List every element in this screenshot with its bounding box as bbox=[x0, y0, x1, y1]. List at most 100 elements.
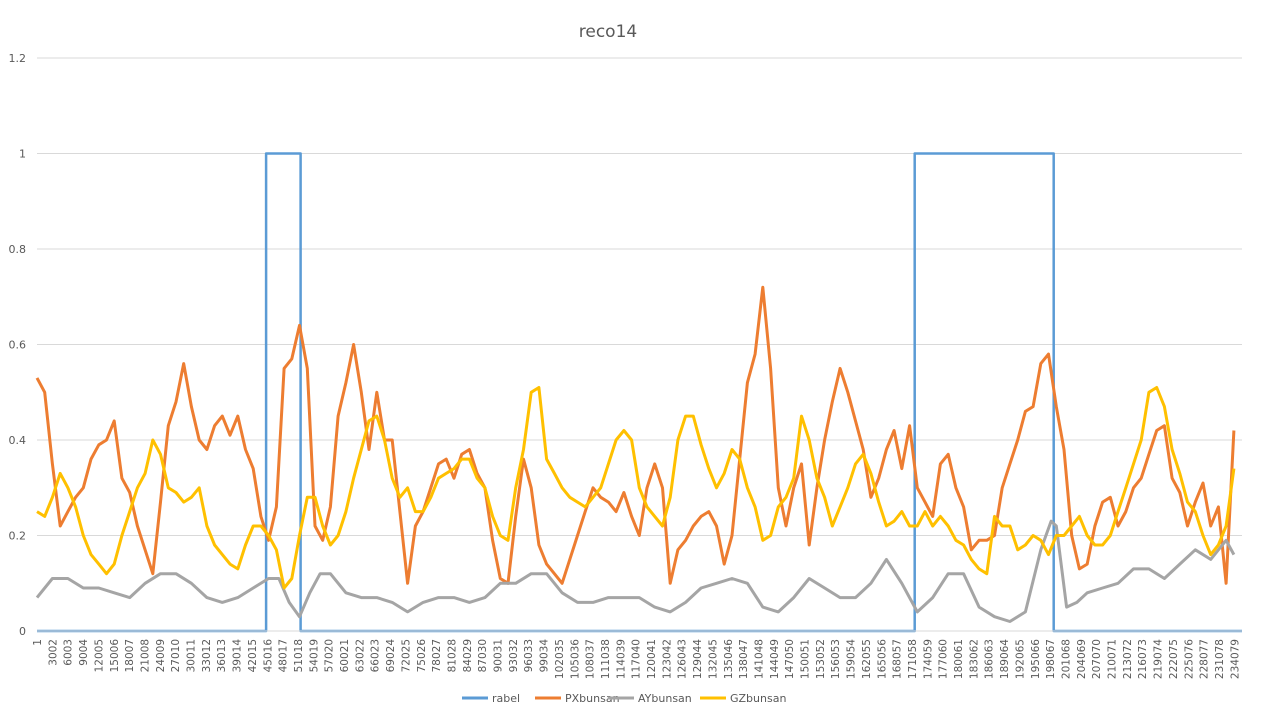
y-tick-label: 0.4 bbox=[9, 434, 27, 447]
x-tick-label: 207070 bbox=[1091, 639, 1103, 679]
x-tick-label: 126043 bbox=[677, 639, 689, 679]
x-tick-label: 18007 bbox=[124, 639, 136, 672]
x-tick-label: 234079 bbox=[1229, 639, 1241, 679]
x-tick-label: 162055 bbox=[861, 639, 873, 679]
x-tick-label: 177060 bbox=[938, 639, 950, 679]
x-tick-label: 84029 bbox=[462, 639, 474, 672]
series-lines bbox=[35, 152, 1242, 633]
x-tick-label: 33012 bbox=[201, 639, 213, 672]
x-tick-label: 174059 bbox=[922, 639, 934, 679]
x-axis-ticks: 1 3002 6003 9004 12005 15006 18007 21008 24009 27… bbox=[32, 639, 1241, 679]
x-tick-label: 66023 bbox=[370, 639, 382, 672]
x-tick-label: 210071 bbox=[1107, 639, 1119, 679]
series-line-gzbunsan bbox=[36, 386, 1236, 590]
x-tick-label: 213072 bbox=[1122, 639, 1134, 679]
x-tick-label: 171058 bbox=[907, 639, 919, 679]
x-tick-label: 168057 bbox=[892, 639, 904, 679]
x-tick-label: 27010 bbox=[170, 639, 182, 672]
y-axis-ticks: 0 0.2 0.4 0.6 0.8 1 1.2 bbox=[9, 52, 27, 638]
x-tick-label: 45016 bbox=[262, 639, 274, 673]
legend: rabel PXbunsan AYbunsan GZbunsan bbox=[462, 692, 786, 705]
x-tick-label: 99034 bbox=[539, 639, 551, 673]
x-tick-label: 51018 bbox=[293, 639, 305, 672]
x-tick-label: 30011 bbox=[186, 639, 198, 672]
x-tick-label: 120041 bbox=[646, 639, 658, 679]
x-tick-label: 132045 bbox=[707, 639, 719, 679]
x-tick-label: 111038 bbox=[600, 639, 612, 679]
x-tick-label: 165056 bbox=[876, 639, 888, 679]
x-tick-label: 123042 bbox=[661, 639, 673, 679]
x-tick-label: 204069 bbox=[1076, 639, 1088, 679]
x-tick-label: 36013 bbox=[216, 639, 228, 672]
x-tick-label: 159054 bbox=[846, 639, 858, 679]
x-tick-label: 102035 bbox=[554, 639, 566, 679]
y-tick-label: 0.8 bbox=[9, 243, 27, 256]
legend-label: AYbunsan bbox=[638, 692, 692, 705]
x-tick-label: 96033 bbox=[523, 639, 535, 672]
x-tick-label: 150051 bbox=[800, 639, 812, 679]
x-tick-label: 225076 bbox=[1183, 639, 1195, 679]
legend-label: rabel bbox=[492, 692, 520, 705]
x-tick-label: 1 bbox=[32, 639, 44, 646]
x-tick-label: 198067 bbox=[1045, 639, 1057, 679]
x-tick-label: 195066 bbox=[1030, 639, 1042, 679]
x-tick-label: 42015 bbox=[247, 639, 259, 672]
x-tick-label: 54019 bbox=[308, 639, 320, 672]
x-tick-label: 93032 bbox=[508, 639, 520, 672]
x-tick-label: 183062 bbox=[968, 639, 980, 679]
series-line-pxbunsan bbox=[35, 285, 1236, 585]
y-tick-label: 0.2 bbox=[9, 530, 27, 543]
x-tick-label: 90031 bbox=[493, 639, 505, 672]
x-tick-label: 216073 bbox=[1137, 639, 1149, 679]
x-tick-label: 156053 bbox=[830, 639, 842, 679]
x-tick-label: 57020 bbox=[324, 639, 336, 672]
x-tick-label: 141048 bbox=[753, 639, 765, 679]
x-tick-label: 147050 bbox=[784, 639, 796, 679]
x-tick-label: 231078 bbox=[1214, 639, 1226, 679]
legend-label: GZbunsan bbox=[730, 692, 786, 705]
x-tick-label: 69024 bbox=[385, 639, 397, 673]
x-tick-label: 15006 bbox=[109, 639, 121, 673]
x-tick-label: 219074 bbox=[1153, 639, 1165, 679]
x-tick-label: 81028 bbox=[446, 639, 458, 672]
x-tick-label: 189064 bbox=[999, 639, 1011, 679]
x-tick-label: 24009 bbox=[155, 639, 167, 672]
x-tick-label: 144049 bbox=[769, 639, 781, 679]
x-tick-label: 153052 bbox=[815, 639, 827, 679]
x-tick-label: 135046 bbox=[723, 639, 735, 679]
x-tick-label: 201068 bbox=[1060, 639, 1072, 679]
x-tick-label: 72025 bbox=[400, 639, 412, 672]
x-tick-label: 21008 bbox=[139, 639, 151, 672]
x-tick-label: 87030 bbox=[477, 639, 489, 672]
x-tick-label: 114039 bbox=[615, 639, 627, 679]
x-tick-label: 9004 bbox=[78, 639, 90, 666]
y-tick-label: 1.2 bbox=[9, 52, 27, 65]
x-tick-label: 78027 bbox=[431, 639, 443, 672]
series-line-aybunsan bbox=[35, 519, 1236, 623]
x-tick-label: 180061 bbox=[953, 639, 965, 679]
x-tick-label: 129044 bbox=[692, 639, 704, 679]
legend-label: PXbunsan bbox=[565, 692, 620, 705]
x-tick-label: 228077 bbox=[1199, 639, 1211, 679]
x-tick-label: 108037 bbox=[585, 639, 597, 679]
x-tick-label: 60021 bbox=[339, 639, 351, 672]
x-tick-label: 39014 bbox=[232, 639, 244, 673]
x-tick-label: 6003 bbox=[63, 639, 75, 666]
x-tick-label: 186063 bbox=[984, 639, 996, 679]
x-tick-label: 12005 bbox=[93, 639, 105, 672]
x-tick-label: 117040 bbox=[631, 639, 643, 679]
chart-title: reco14 bbox=[579, 22, 637, 42]
x-tick-label: 138047 bbox=[738, 639, 750, 679]
x-tick-label: 48017 bbox=[278, 639, 290, 672]
x-tick-label: 192065 bbox=[1014, 639, 1026, 679]
x-tick-label: 3002 bbox=[47, 639, 59, 666]
y-tick-label: 0.6 bbox=[9, 339, 27, 352]
x-tick-label: 222075 bbox=[1168, 639, 1180, 679]
y-tick-label: 1 bbox=[19, 148, 26, 161]
x-tick-label: 105036 bbox=[569, 639, 581, 679]
gridlines bbox=[37, 57, 1242, 536]
x-tick-label: 75026 bbox=[416, 639, 428, 673]
x-tick-label: 63022 bbox=[354, 639, 366, 672]
